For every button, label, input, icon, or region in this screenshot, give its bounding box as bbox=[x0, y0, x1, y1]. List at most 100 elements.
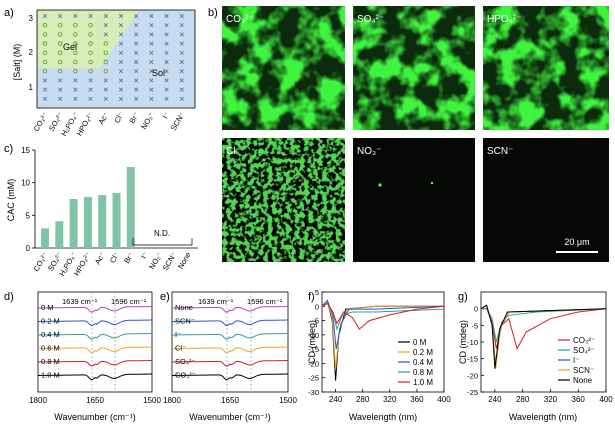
phase-diagram-frame bbox=[36, 9, 196, 109]
micrograph-grid: CO₃²⁻ SO₄²⁻ HPO₄²⁻ Cl⁻ NO₃⁻ SCN⁻ 20 μ bbox=[222, 6, 609, 262]
sol-marker bbox=[164, 59, 169, 65]
cd-xtick-label: 320 bbox=[383, 395, 397, 404]
ftir-trace-label: 0 M bbox=[41, 303, 54, 312]
gel-marker bbox=[103, 68, 108, 74]
scale-bar-label: 20 μm bbox=[564, 237, 589, 247]
cd-ytick-label: -20 bbox=[308, 359, 319, 368]
sol-marker bbox=[88, 13, 93, 19]
gel-marker bbox=[58, 32, 63, 37]
cac-ytick-label: 15 bbox=[21, 146, 30, 155]
cd-g-lines bbox=[480, 304, 607, 369]
sol-marker bbox=[179, 69, 184, 74]
sol-marker bbox=[179, 87, 184, 92]
cd-ytick-label: -5 bbox=[312, 317, 319, 326]
cd-concentration-chart: CD (mdeg) 240 280 320 360 400 5 0 -5 -10 -15 -20 -2… bbox=[307, 288, 451, 422]
ftir-trace bbox=[172, 346, 288, 354]
ftir-d-xtick-1500: 1500 bbox=[143, 396, 161, 405]
cac-ylabel: CAC (mM) bbox=[6, 179, 16, 222]
sol-marker bbox=[149, 50, 154, 55]
cd-ytick-label: -30 bbox=[308, 388, 319, 397]
ftir-trace bbox=[172, 373, 288, 381]
sol-marker bbox=[73, 96, 78, 101]
ftir-trace bbox=[38, 306, 152, 313]
micrograph-no3: NO₃⁻ bbox=[353, 138, 475, 262]
sol-marker bbox=[149, 78, 154, 83]
sol-marker bbox=[164, 78, 169, 83]
micrograph-co3: CO₃²⁻ bbox=[222, 6, 345, 130]
ftir-concentration-chart: 1639 cm⁻¹ 1596 cm⁻¹ 0 M 0.2 M 0.4 M 0.6 M 0.… bbox=[29, 291, 161, 422]
ftir-trace-label: 0.4 M bbox=[41, 330, 60, 339]
sol-marker bbox=[149, 87, 154, 92]
sol-marker bbox=[118, 23, 124, 28]
cd-ytick-label: 0 bbox=[315, 302, 319, 311]
sol-marker bbox=[134, 32, 139, 37]
micrograph-label-scn: SCN⁻ bbox=[487, 146, 513, 157]
gel-marker bbox=[103, 41, 108, 46]
sol-marker bbox=[118, 50, 124, 55]
cd-g-ylabel: CD (mdeg) bbox=[458, 320, 468, 364]
panel-label-g: g) bbox=[458, 291, 468, 303]
sol-marker bbox=[134, 13, 139, 19]
gel-marker bbox=[42, 59, 48, 65]
cd-ytick-label: 0 bbox=[474, 305, 478, 314]
sol-marker bbox=[103, 13, 108, 19]
sol-marker bbox=[149, 59, 154, 65]
phase-xlabel: Br⁻ bbox=[127, 110, 141, 124]
ftir-e-xtick-1800: 1800 bbox=[163, 396, 181, 405]
cd-legend-label: I⁻ bbox=[573, 356, 579, 365]
sol-marker bbox=[118, 96, 124, 101]
phase-xlabels: CO₃²⁻SO₄²⁻H₂PO₄⁻HPO₄²⁻ Ac⁻ Cl⁻ Br⁻NO₃⁻ I⁻SCN… bbox=[32, 110, 187, 137]
cd-legend-label: 1.0 M bbox=[413, 378, 433, 387]
sol-marker bbox=[103, 87, 108, 92]
sol-marker bbox=[134, 59, 139, 65]
cac-bar bbox=[83, 197, 92, 248]
cd-series-line bbox=[321, 302, 445, 330]
cd-f-lines bbox=[321, 299, 445, 381]
sol-marker bbox=[134, 78, 139, 83]
sol-marker bbox=[58, 13, 63, 19]
ftir-trace-label: 0.8 M bbox=[41, 357, 60, 366]
sol-marker bbox=[149, 23, 154, 28]
gel-marker bbox=[73, 23, 78, 28]
ftir-trace bbox=[38, 373, 152, 381]
ftir-trace bbox=[38, 360, 152, 367]
cac-bar bbox=[126, 166, 135, 248]
gel-marker bbox=[58, 23, 63, 28]
nd-bracket bbox=[132, 238, 193, 246]
ftir-trace bbox=[38, 319, 152, 327]
phase-ytick-3: 3 bbox=[29, 14, 34, 23]
sol-marker bbox=[73, 78, 78, 83]
cd-g-ticks: 240 280 320 360 400 0 -5 -10 -15 -20 -25 bbox=[467, 305, 613, 404]
sol-marker bbox=[179, 23, 184, 28]
sol-marker bbox=[42, 96, 48, 101]
ftir-trace bbox=[38, 333, 152, 340]
cd-xtick-label: 240 bbox=[488, 395, 502, 404]
sol-marker bbox=[73, 87, 78, 92]
sol-marker bbox=[149, 41, 154, 46]
cd-legend-label: SO₄²⁻ bbox=[573, 346, 595, 355]
ftir-trace-label: None bbox=[175, 303, 193, 312]
gel-marker bbox=[58, 59, 63, 65]
cd-xtick-label: 280 bbox=[356, 395, 370, 404]
micrograph-cl: Cl⁻ bbox=[222, 138, 345, 262]
gel-marker bbox=[73, 41, 78, 46]
sol-marker bbox=[179, 13, 184, 19]
cd-xtick-label: 400 bbox=[437, 395, 451, 404]
sol-marker bbox=[164, 69, 169, 74]
panel-label-e: e) bbox=[160, 291, 170, 303]
micrograph-scn: SCN⁻ 20 μm bbox=[483, 138, 609, 262]
ftir-d-xtick-1800: 1800 bbox=[29, 396, 47, 405]
sol-marker bbox=[88, 87, 93, 92]
cd-f-legend: 0 M0.2 M0.4 M0.8 M1.0 M bbox=[398, 338, 433, 387]
gel-marker bbox=[73, 68, 78, 74]
gel-marker bbox=[58, 68, 63, 74]
ftir-anion-chart: 1639 cm⁻¹ 1596 cm⁻¹ None SCN⁻ I⁻ Cl⁻ SO₄²⁻ CO… bbox=[163, 291, 297, 422]
sol-marker bbox=[88, 78, 93, 83]
ftir-trace-label: Cl⁻ bbox=[175, 344, 186, 353]
sol-marker bbox=[42, 13, 48, 19]
cd-series-line bbox=[321, 299, 445, 350]
panel-label-d: d) bbox=[4, 291, 14, 303]
ftir-trace bbox=[38, 346, 152, 354]
cd-f-frame bbox=[321, 291, 445, 393]
cd-legend-label: 0.2 M bbox=[413, 348, 433, 357]
